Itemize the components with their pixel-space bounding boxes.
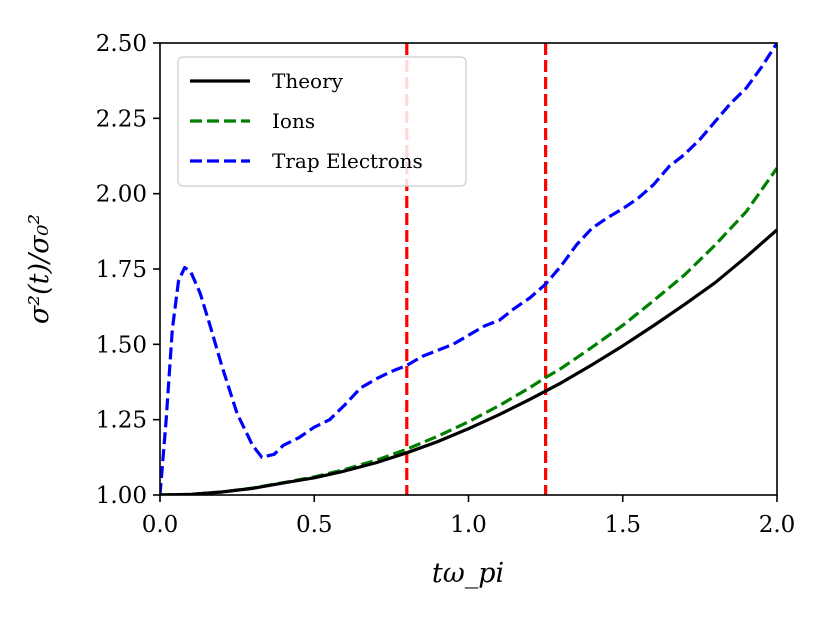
legend-box: [177, 56, 467, 187]
x-tick-label: 2.0: [759, 512, 796, 538]
x-axis: 0.0 0.5 1.0 1.5 2.0: [142, 495, 796, 538]
x-tick-label: 0.0: [142, 512, 179, 538]
x-tick-label: 0.5: [296, 512, 333, 538]
legend: Theory Ions Trap Electrons: [177, 56, 467, 187]
series-line-trap-electrons: [160, 43, 777, 495]
legend-label: Theory: [272, 69, 344, 93]
legend-label: Ions: [272, 109, 315, 133]
y-tick-label: 2.50: [96, 31, 147, 57]
x-tick-label: 1.5: [604, 512, 641, 538]
series-line-theory: [160, 228, 777, 495]
y-tick-label: 1.50: [96, 332, 147, 358]
y-tick-label: 1.00: [96, 483, 147, 509]
y-tick-label: 1.25: [96, 408, 147, 434]
y-tick-label: 1.75: [96, 257, 147, 283]
y-tick-label: 2.00: [96, 182, 147, 208]
y-axis: 1.00 1.25 1.50 1.75 2.00 2.25 2.50: [96, 31, 160, 509]
y-axis-title: σ²(t)/σ₀²: [24, 214, 55, 324]
x-tick-label: 1.0: [450, 512, 487, 538]
legend-label: Trap Electrons: [272, 149, 423, 173]
x-axis-title: tω_pi: [432, 558, 504, 589]
y-tick-label: 2.25: [96, 106, 147, 132]
